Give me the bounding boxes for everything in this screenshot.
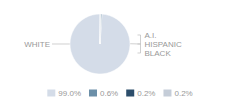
svg-text:0.2%: 0.2% [174, 89, 192, 98]
svg-text:BLACK: BLACK [145, 49, 172, 58]
svg-text:0.2%: 0.2% [137, 89, 155, 98]
svg-text:99.0%: 99.0% [58, 89, 81, 98]
svg-text:0.6%: 0.6% [100, 89, 118, 98]
svg-text:A.I.: A.I. [145, 31, 157, 40]
svg-text:HISPANIC: HISPANIC [145, 40, 182, 49]
svg-text:WHITE: WHITE [24, 40, 50, 49]
